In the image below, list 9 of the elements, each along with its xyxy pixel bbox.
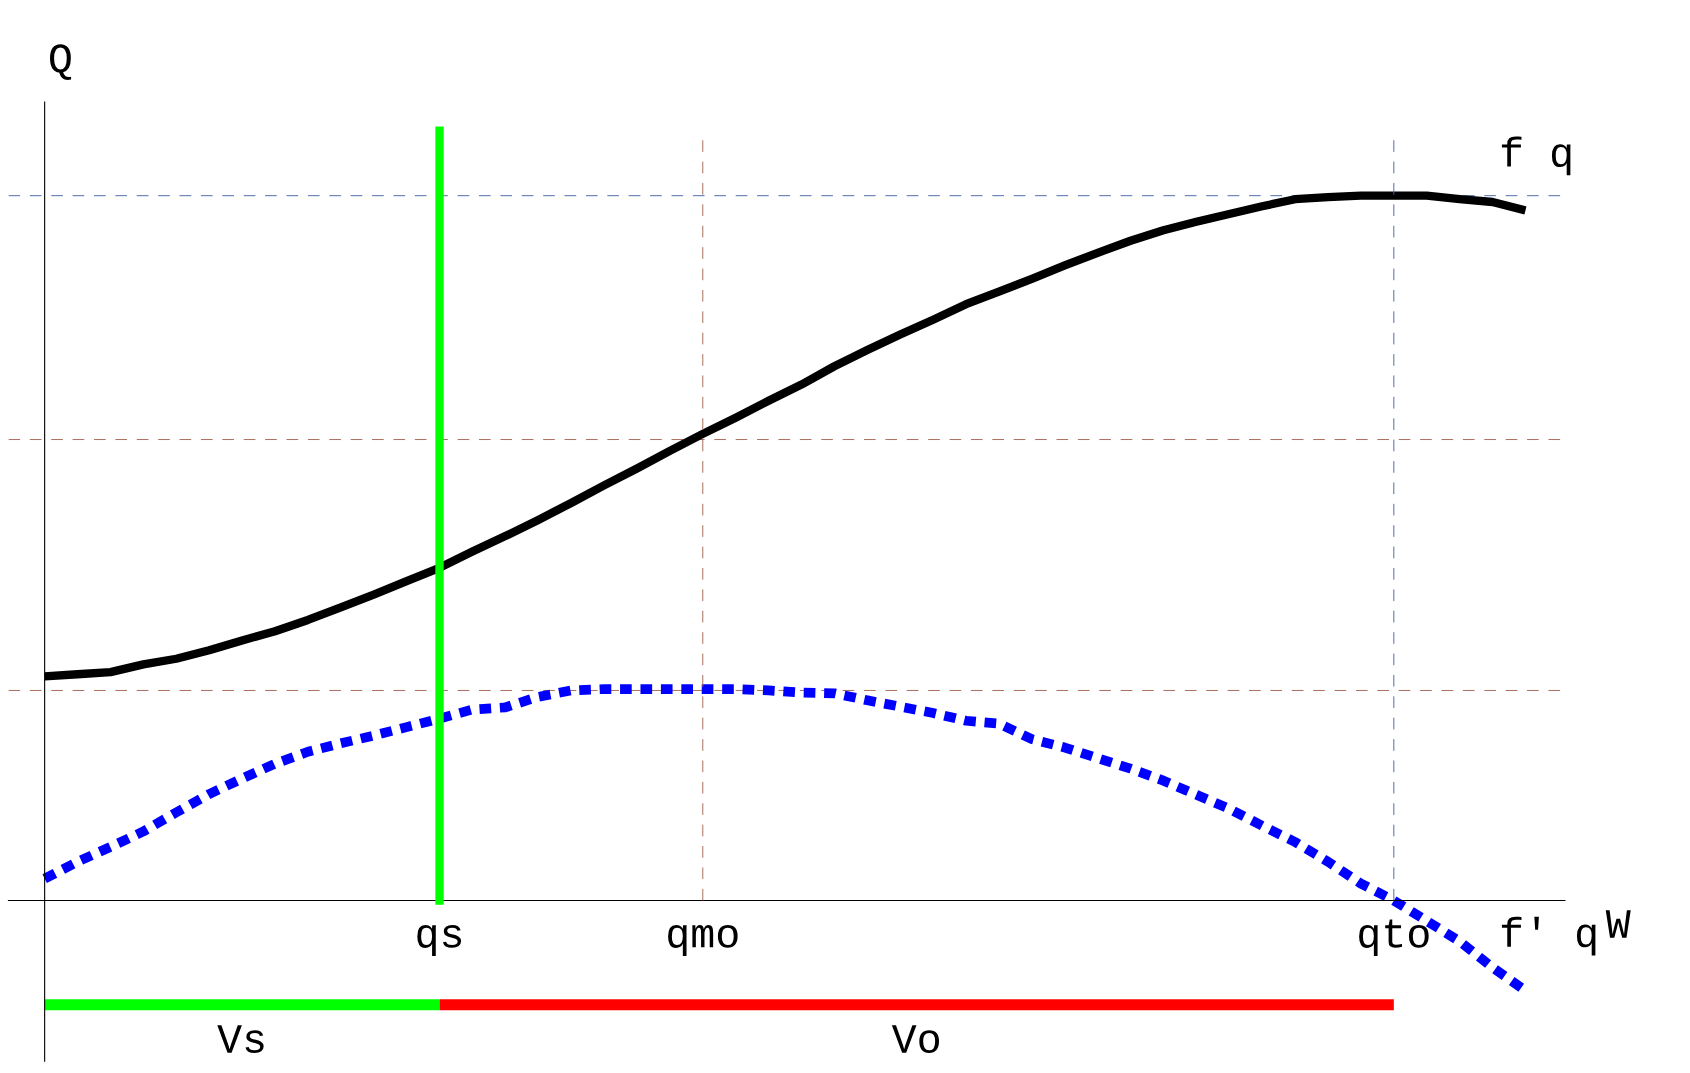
x-tick-label: qmo <box>668 924 738 957</box>
text: Vo <box>891 1025 939 1054</box>
text: Vs <box>217 1025 264 1054</box>
x-tick-label: qto <box>1359 919 1429 957</box>
x-axis-title: W <box>1605 910 1631 938</box>
x-tick-label: qs <box>417 925 462 957</box>
series-label: f q <box>1501 136 1571 176</box>
y-axis-title: Q <box>50 44 72 81</box>
series-label: f' q <box>1501 916 1596 956</box>
